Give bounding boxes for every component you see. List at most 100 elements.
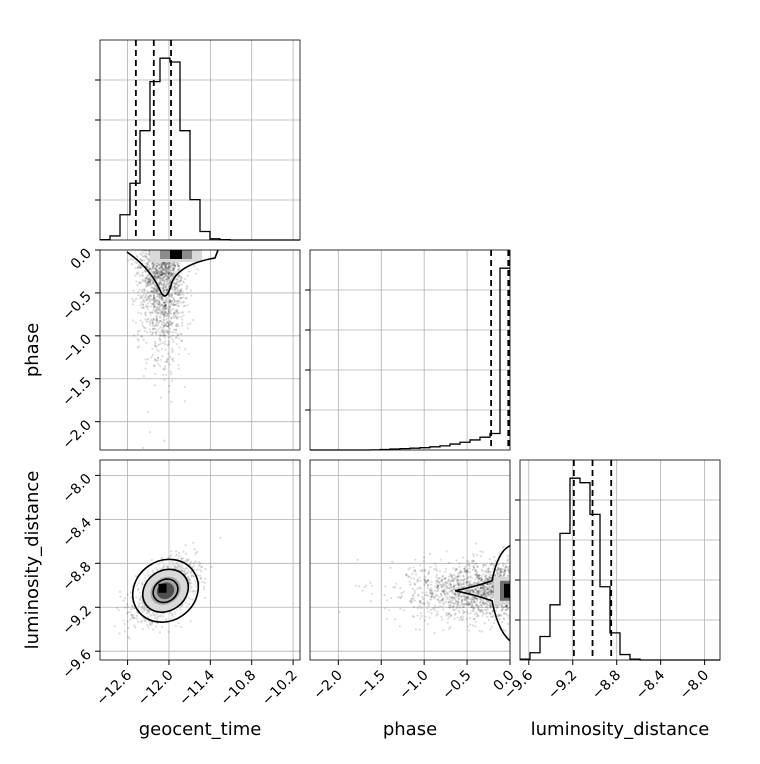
scatter-point (462, 609, 464, 611)
scatter-point (190, 289, 192, 291)
scatter-point (464, 566, 466, 568)
scatter-point (491, 610, 493, 612)
scatter-point (164, 365, 166, 367)
scatter-point (143, 307, 145, 309)
scatter-point (476, 600, 478, 602)
scatter-point (451, 597, 453, 599)
scatter-point (419, 580, 421, 582)
scatter-point (401, 595, 403, 597)
scatter-point (162, 302, 164, 304)
scatter-point (171, 296, 173, 298)
scatter-point (434, 607, 436, 609)
scatter-point (489, 586, 491, 588)
scatter-point (180, 276, 182, 278)
scatter-point (184, 278, 186, 280)
scatter-point (469, 571, 471, 573)
scatter-point (437, 606, 439, 608)
scatter-point (505, 609, 507, 611)
scatter-point (153, 325, 155, 327)
scatter-point (140, 312, 142, 314)
scatter-point (461, 601, 463, 603)
scatter-point (178, 368, 180, 370)
scatter-point (184, 560, 186, 562)
scatter-point (185, 553, 187, 555)
scatter-point (198, 561, 200, 563)
scatter-point (413, 578, 415, 580)
scatter-point (143, 339, 145, 341)
scatter-point (431, 581, 433, 583)
scatter-point (176, 281, 178, 283)
scatter-point (187, 327, 189, 329)
scatter-point (479, 630, 481, 632)
density-peak (504, 584, 510, 598)
scatter-point (499, 568, 501, 570)
x-axis-label: luminosity_distance (531, 719, 710, 740)
scatter-point (147, 305, 149, 307)
scatter-point (203, 588, 205, 590)
scatter-point (192, 542, 194, 544)
scatter-point (146, 624, 148, 626)
scatter-point (139, 275, 141, 277)
scatter-point (471, 602, 473, 604)
scatter-point (472, 610, 474, 612)
histogram-bin (470, 440, 480, 450)
scatter-point (428, 572, 430, 574)
scatter-point (176, 286, 178, 288)
scatter-point (434, 604, 436, 606)
scatter-point (170, 278, 172, 280)
scatter-point (132, 289, 134, 291)
scatter-point (181, 325, 183, 327)
scatter-point (502, 565, 504, 567)
scatter-point (421, 591, 423, 593)
scatter-point (455, 588, 457, 590)
scatter-point (178, 265, 180, 267)
scatter-point (170, 373, 172, 375)
scatter-point (163, 263, 165, 265)
scatter-point (466, 569, 468, 571)
scatter-point (147, 303, 149, 305)
scatter-point (364, 586, 366, 588)
scatter-point (137, 333, 139, 335)
scatter-point (150, 314, 152, 316)
scatter-point (482, 611, 484, 613)
scatter-point (195, 273, 197, 275)
scatter-point (458, 562, 460, 564)
scatter-point (184, 297, 186, 299)
scatter-point (158, 301, 160, 303)
scatter-point (171, 380, 173, 382)
scatter-point (144, 255, 146, 257)
scatter-point (492, 586, 494, 588)
scatter-point (458, 598, 460, 600)
scatter-point (149, 324, 151, 326)
scatter-point (170, 371, 172, 373)
scatter-point (155, 359, 157, 361)
scatter-point (460, 596, 462, 598)
scatter-point (142, 447, 144, 449)
scatter-point (471, 561, 473, 563)
scatter-point (457, 617, 459, 619)
scatter-point (163, 307, 165, 309)
scatter-point (162, 321, 164, 323)
scatter-point (155, 333, 157, 335)
scatter-point (458, 566, 460, 568)
scatter-point (463, 596, 465, 598)
histogram-bin (540, 636, 550, 660)
scatter-point (503, 574, 505, 576)
scatter-point (164, 273, 166, 275)
scatter-point (162, 297, 164, 299)
scatter-point (164, 305, 166, 307)
scatter-point (192, 319, 194, 321)
scatter-point (170, 304, 172, 306)
scatter-point (481, 610, 483, 612)
scatter-point (496, 607, 498, 609)
scatter-point (119, 595, 121, 597)
scatter-point (445, 568, 447, 570)
scatter-point (164, 368, 166, 370)
histogram-bin (200, 232, 210, 240)
scatter-point (153, 306, 155, 308)
scatter-point (131, 298, 133, 300)
scatter-point (481, 575, 483, 577)
scatter-point (447, 597, 449, 599)
scatter-point (164, 343, 166, 345)
scatter-point (449, 596, 451, 598)
